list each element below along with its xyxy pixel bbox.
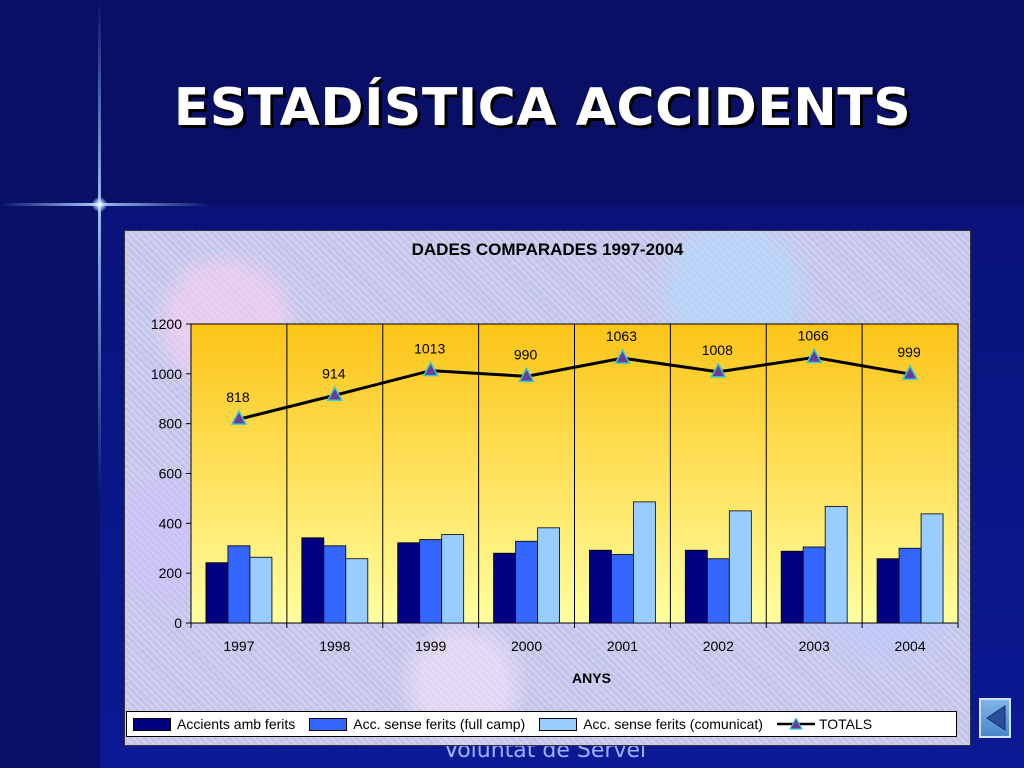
back-button[interactable] (979, 698, 1011, 738)
bar-2002-s1 (706, 558, 730, 624)
legend-line-swatch (776, 718, 815, 730)
x-tick-label: 1999 (415, 638, 446, 654)
bar-1999-s0 (397, 542, 421, 624)
chart-legend: Accients amb ferits Acc. sense ferits (f… (126, 711, 957, 737)
legend-item-totals: TOTALS (776, 716, 873, 732)
chart-title: DADES COMPARADES 1997-2004 (411, 240, 684, 259)
bar-2002-s0 (684, 549, 708, 624)
bar-2003-s0 (780, 550, 804, 624)
bar-2004-s2 (920, 513, 944, 624)
header-band (100, 0, 1024, 205)
y-tick-label: 400 (159, 515, 183, 531)
sparkle-icon (92, 197, 107, 212)
x-tick-label: 2004 (894, 638, 925, 654)
bar-1997-s2 (249, 556, 273, 624)
bar-2000-s0 (493, 552, 516, 624)
flare-vertical (98, 0, 101, 768)
x-tick-label: 1997 (223, 638, 254, 654)
totals-data-label: 999 (897, 344, 921, 360)
x-tick-label: 2002 (703, 638, 734, 654)
legend-swatch (309, 717, 348, 731)
chart-canvas: 0 200 400 600 800 1000 1200 1997 1998 1999 2000 200… (151, 316, 959, 686)
bar-2004-s0 (876, 558, 900, 624)
y-tick-label: 1000 (151, 366, 182, 382)
y-tick-label: 800 (159, 416, 183, 432)
totals-marker-2002 (710, 362, 727, 378)
totals-marker-1998 (326, 385, 344, 402)
bar-2000-s1 (515, 540, 538, 624)
y-tick-label: 600 (159, 466, 183, 482)
legend-swatch (133, 717, 171, 731)
x-tick-label: 2001 (607, 638, 638, 654)
bar-1997-s1 (227, 545, 251, 624)
totals-data-label: 1066 (798, 327, 829, 343)
bar-2000-s2 (537, 527, 560, 624)
totals-data-label: 1008 (702, 342, 733, 358)
bar-2003-s1 (802, 546, 826, 624)
bar-2001-s2 (633, 501, 656, 624)
totals-data-label: 990 (514, 346, 538, 362)
bar-1998-s1 (323, 545, 347, 624)
totals-marker-2003 (805, 347, 823, 364)
legend-swatch (539, 717, 578, 731)
legend-label: Acc. sense ferits (comunicat) (583, 716, 763, 732)
y-tick-label: 1200 (151, 316, 182, 332)
totals-marker-2004 (901, 364, 919, 380)
slide-title: ESTADÍSTICA ACCIDENTS (173, 78, 912, 138)
y-tick-label: 200 (159, 565, 183, 581)
bar-2004-s1 (898, 547, 922, 624)
legend-item-acc-full-camp: Acc. sense ferits (full camp) (309, 716, 525, 732)
totals-marker-1999 (422, 361, 439, 377)
totals-data-label: 818 (226, 389, 250, 405)
totals-line (238, 355, 911, 421)
bar-2003-s2 (824, 505, 848, 624)
totals-marker-2000 (518, 366, 535, 383)
legend-item-acc-comunicat: Acc. sense ferits (comunicat) (539, 716, 763, 732)
totals-data-label: 1013 (414, 341, 445, 357)
totals-marker-1997 (230, 409, 248, 425)
bar-1998-s0 (301, 537, 325, 624)
x-tick-label: 1998 (319, 638, 350, 654)
bar-2002-s2 (728, 510, 752, 624)
bar-2001-s0 (589, 549, 612, 624)
totals-data-label: 914 (322, 365, 346, 381)
x-axis-title: ANYS (572, 670, 611, 686)
legend-label: Accients amb ferits (177, 716, 296, 732)
bar-1998-s2 (345, 558, 369, 624)
chart-container: DADES COMPARADES 1997-2004 0 200 400 600 800… (124, 230, 971, 746)
bar-1999-s1 (419, 539, 443, 624)
left-decor-strip (0, 0, 100, 768)
triangle-left-icon (986, 705, 1006, 731)
totals-marker-2001 (614, 348, 631, 364)
x-tick-label: 2000 (511, 638, 542, 654)
y-tick-label: 0 (174, 615, 182, 631)
bar-1999-s2 (441, 534, 465, 624)
legend-label: Acc. sense ferits (full camp) (353, 716, 526, 732)
legend-item-accidents-amb-ferits: Accients amb ferits (133, 716, 295, 732)
x-tick-label: 2003 (799, 638, 830, 654)
totals-data-label: 1063 (606, 328, 637, 344)
legend-label: TOTALS (818, 716, 873, 732)
bar-1997-s0 (205, 562, 229, 624)
bar-2001-s1 (611, 554, 634, 624)
